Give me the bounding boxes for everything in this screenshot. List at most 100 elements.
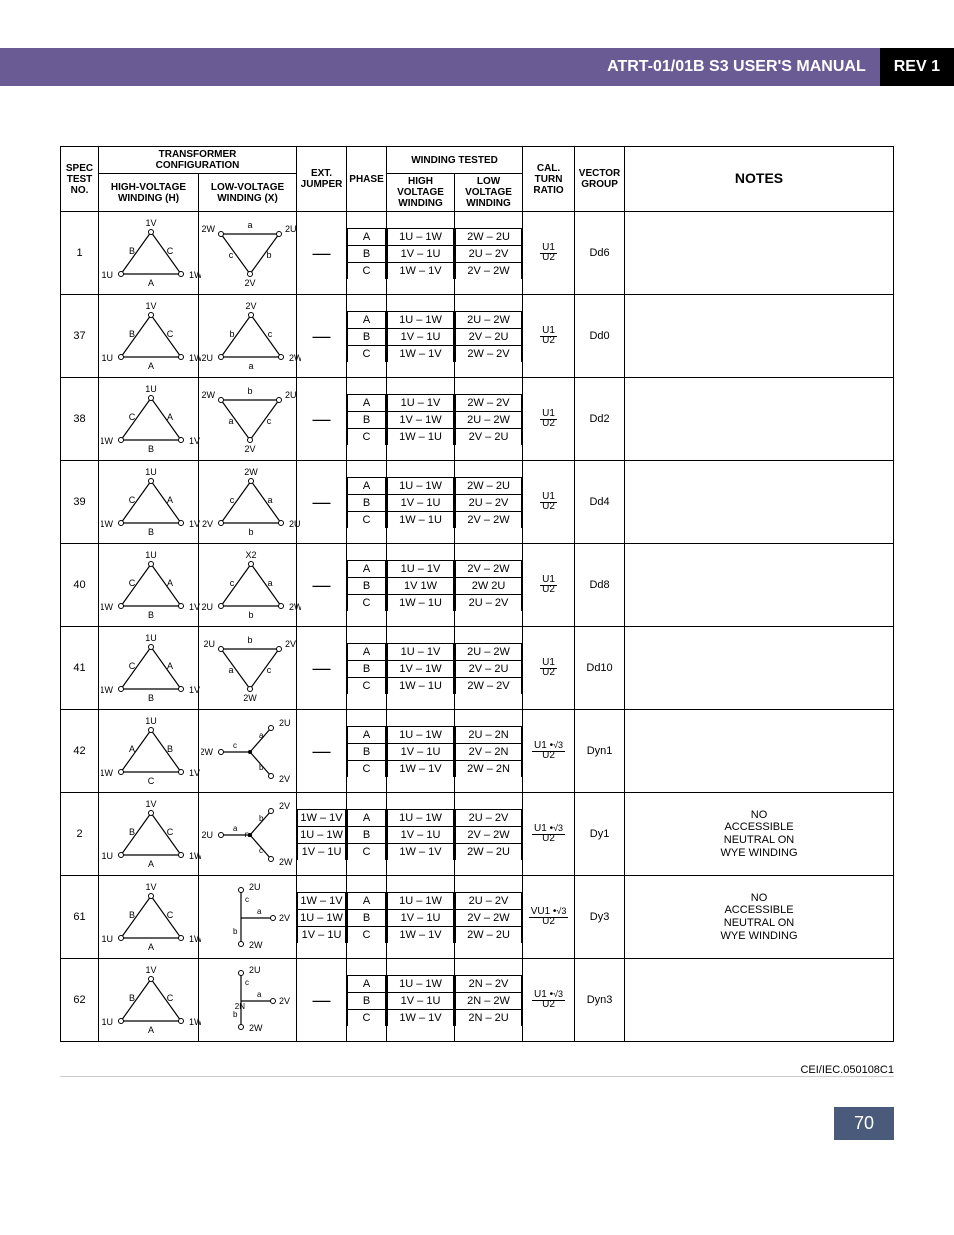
svg-text:2V: 2V [279, 913, 290, 923]
svg-text:2U: 2U [201, 353, 213, 363]
svg-text:1V: 1V [189, 768, 200, 778]
svg-text:1W: 1W [101, 768, 114, 778]
col-ratio: CAL.TURNRATIO [523, 147, 575, 212]
table-row: 41 1U 1W 1V C A B b 2U 2V a c 2W — ABC 1… [61, 627, 894, 710]
svg-text:1V: 1V [189, 602, 200, 612]
lvw-col: 2V – 2W2W 2U2U – 2V [455, 544, 523, 627]
ext-jumper: — [297, 212, 347, 295]
svg-text:C: C [167, 329, 174, 339]
svg-text:B: B [129, 993, 135, 1003]
ratio-col: U1 •√3U2 [523, 959, 575, 1042]
svg-text:X2: X2 [245, 550, 256, 560]
spec-no: 61 [61, 876, 99, 959]
svg-text:B: B [148, 693, 154, 703]
table-row: 37 1V 1U 1W B C A 2V 2U 2W b c a — ABC 1… [61, 295, 894, 378]
vg-col: Dd0 [575, 295, 625, 378]
svg-text:A: A [148, 942, 154, 952]
svg-text:1W: 1W [189, 1017, 201, 1027]
svg-text:b: b [266, 250, 271, 260]
ext-jumper: — [297, 627, 347, 710]
svg-text:b: b [229, 329, 234, 339]
phase-col: ABC [347, 461, 387, 544]
notes-col [625, 959, 894, 1042]
lv-diagram: a 2W 2U c b 2V [199, 212, 297, 295]
svg-text:A: A [148, 278, 154, 288]
svg-text:A: A [148, 1025, 154, 1035]
notes-col [625, 710, 894, 793]
page-body: SPECTESTNO. TRANSFORMERCONFIGURATION EXT… [0, 86, 954, 1062]
table-row: 38 1U 1W 1V C A B b 2W 2U a c 2V — ABC 1… [61, 378, 894, 461]
vg-col: Dd4 [575, 461, 625, 544]
svg-text:2V: 2V [279, 801, 290, 811]
svg-text:c: c [230, 495, 235, 505]
hv-diagram: 1V 1U 1W B C A [99, 295, 199, 378]
lv-diagram: 2U 2V 2W a b c [199, 710, 297, 793]
col-winding-tested: WINDING TESTED [387, 147, 523, 174]
ext-jumper: — [297, 461, 347, 544]
footer-rule [60, 1076, 894, 1077]
lv-diagram: 2U 2V 2W c a b 2N [199, 959, 297, 1042]
svg-text:b: b [247, 635, 252, 645]
svg-text:C: C [129, 412, 136, 422]
svg-text:1V: 1V [145, 965, 156, 975]
hvw-col: 1U – 1V1V – 1W1W – 1U [387, 378, 455, 461]
svg-text:2U: 2U [289, 519, 301, 529]
svg-text:2V: 2V [244, 444, 255, 454]
svg-text:A: A [167, 661, 173, 671]
svg-text:C: C [167, 910, 174, 920]
vg-col: Dy1 [575, 793, 625, 876]
phase-col: ABC [347, 378, 387, 461]
svg-text:B: B [129, 910, 135, 920]
svg-text:c: c [267, 416, 272, 426]
svg-text:1U: 1U [101, 934, 113, 944]
svg-text:2W: 2W [249, 940, 263, 950]
svg-text:a: a [247, 220, 252, 230]
vg-col: Dd6 [575, 212, 625, 295]
phase-col: ABC [347, 876, 387, 959]
svg-text:1U: 1U [145, 633, 157, 643]
hv-diagram: 1U 1W 1V A B C [99, 710, 199, 793]
svg-text:a: a [228, 665, 233, 675]
svg-text:2V: 2V [279, 996, 290, 1006]
svg-text:a: a [257, 907, 262, 916]
svg-text:2U: 2U [201, 830, 213, 840]
notes-col [625, 627, 894, 710]
svg-text:B: B [129, 246, 135, 256]
svg-text:1W: 1W [189, 270, 201, 280]
svg-text:a: a [228, 416, 233, 426]
vg-col: Dy3 [575, 876, 625, 959]
hv-diagram: 1U 1W 1V C A B [99, 461, 199, 544]
svg-text:c: c [233, 741, 237, 750]
phase-col: ABC [347, 627, 387, 710]
ext-jumper: 1W – 1V1U – 1W1V – 1U [297, 793, 347, 876]
svg-text:b: b [247, 386, 252, 396]
svg-text:a: a [233, 824, 238, 833]
notes-col [625, 295, 894, 378]
svg-text:A: A [148, 361, 154, 371]
svg-text:A: A [129, 744, 135, 754]
svg-text:2W: 2W [202, 390, 216, 400]
svg-text:2V: 2V [245, 301, 256, 311]
svg-text:b: b [233, 1010, 238, 1019]
svg-text:A: A [167, 578, 173, 588]
hv-diagram: 1V 1U 1W B C A [99, 959, 199, 1042]
svg-text:C: C [148, 776, 155, 786]
svg-text:2V: 2V [244, 278, 255, 288]
svg-text:B: B [148, 610, 154, 620]
svg-text:1V: 1V [145, 218, 156, 228]
svg-text:2U: 2U [285, 390, 297, 400]
svg-text:B: B [129, 827, 135, 837]
svg-text:b: b [248, 527, 253, 537]
svg-text:2W: 2W [243, 693, 257, 703]
ext-jumper: — [297, 959, 347, 1042]
svg-text:1U: 1U [101, 353, 113, 363]
spec-no: 41 [61, 627, 99, 710]
svg-text:2U: 2U [249, 882, 261, 892]
col-jumper: EXT.JUMPER [297, 147, 347, 212]
svg-text:A: A [167, 495, 173, 505]
ext-jumper: — [297, 710, 347, 793]
hvw-col: 1U – 1W1V – 1U1W – 1V [387, 295, 455, 378]
svg-text:1U: 1U [145, 467, 157, 477]
svg-text:c: c [268, 329, 273, 339]
vg-col: Dd10 [575, 627, 625, 710]
